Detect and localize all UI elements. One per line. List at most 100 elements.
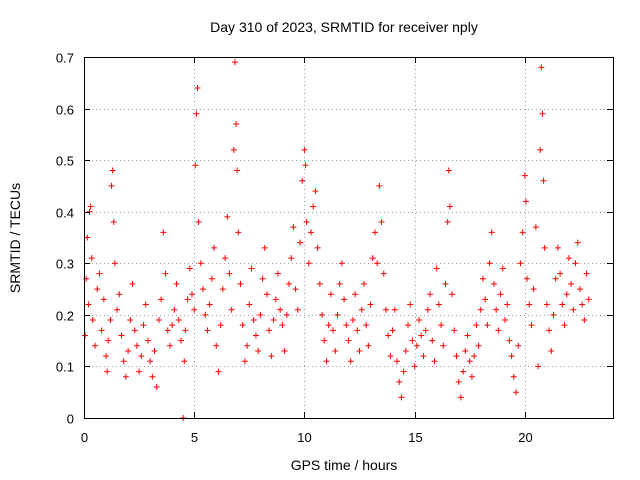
data-point bbox=[250, 317, 257, 324]
data-point bbox=[206, 301, 213, 308]
data-point bbox=[548, 347, 555, 354]
data-point bbox=[565, 255, 572, 262]
data-point bbox=[363, 322, 370, 329]
data-point bbox=[433, 265, 440, 272]
y-tick-label: 0.7 bbox=[56, 51, 74, 66]
data-point bbox=[292, 286, 299, 293]
x-tick-label: 20 bbox=[518, 430, 532, 445]
data-point bbox=[162, 270, 169, 277]
data-point bbox=[177, 337, 184, 344]
data-point bbox=[323, 358, 330, 365]
data-point bbox=[138, 353, 145, 360]
data-point bbox=[445, 167, 452, 174]
data-point bbox=[283, 311, 290, 318]
data-point bbox=[294, 306, 301, 313]
data-point bbox=[540, 177, 547, 184]
data-point bbox=[349, 317, 356, 324]
data-point bbox=[506, 337, 513, 344]
data-point bbox=[288, 255, 295, 262]
data-point bbox=[391, 306, 398, 313]
y-tick-label: 0.1 bbox=[56, 360, 74, 375]
plot-frame bbox=[84, 57, 614, 419]
data-point bbox=[528, 322, 535, 329]
data-point bbox=[136, 368, 143, 375]
data-point bbox=[263, 291, 270, 298]
data-point bbox=[244, 342, 251, 349]
data-point bbox=[237, 280, 244, 287]
data-point bbox=[103, 353, 110, 360]
data-point bbox=[554, 244, 561, 251]
data-point bbox=[354, 327, 361, 334]
data-point bbox=[455, 378, 462, 385]
data-point bbox=[217, 322, 224, 329]
data-point bbox=[211, 244, 218, 251]
data-point bbox=[336, 280, 343, 287]
data-point bbox=[149, 373, 156, 380]
data-point bbox=[440, 342, 447, 349]
data-point bbox=[321, 337, 328, 344]
data-point bbox=[398, 394, 405, 401]
data-point bbox=[574, 239, 581, 246]
data-point bbox=[396, 378, 403, 385]
data-point bbox=[378, 219, 385, 226]
data-point bbox=[427, 291, 434, 298]
data-point bbox=[194, 84, 201, 91]
data-point bbox=[325, 322, 332, 329]
data-point bbox=[213, 342, 220, 349]
data-point bbox=[107, 317, 114, 324]
data-point bbox=[499, 265, 506, 272]
data-point bbox=[226, 270, 233, 277]
data-point bbox=[98, 327, 105, 334]
data-point bbox=[279, 322, 286, 329]
data-point bbox=[464, 332, 471, 339]
data-point bbox=[510, 373, 517, 380]
data-point bbox=[89, 317, 96, 324]
data-point bbox=[92, 342, 99, 349]
data-point bbox=[343, 322, 350, 329]
data-point bbox=[486, 260, 493, 267]
data-point bbox=[111, 260, 118, 267]
data-point bbox=[532, 224, 539, 231]
data-point bbox=[202, 311, 209, 318]
data-point bbox=[488, 229, 495, 236]
data-point bbox=[411, 363, 418, 370]
data-point bbox=[327, 291, 334, 298]
data-point bbox=[272, 296, 279, 303]
data-point bbox=[208, 275, 215, 282]
data-point bbox=[197, 260, 204, 267]
y-tick-label: 0.4 bbox=[56, 206, 74, 221]
data-point bbox=[475, 342, 482, 349]
data-point bbox=[114, 306, 121, 313]
data-point bbox=[380, 270, 387, 277]
data-point bbox=[466, 358, 473, 365]
data-point bbox=[422, 327, 429, 334]
data-point bbox=[224, 213, 231, 220]
data-point bbox=[303, 219, 310, 226]
data-point bbox=[314, 244, 321, 251]
data-point bbox=[186, 265, 193, 272]
data-point bbox=[539, 110, 546, 117]
data-point bbox=[219, 286, 226, 293]
data-point bbox=[319, 311, 326, 318]
data-point bbox=[228, 306, 235, 313]
data-point bbox=[365, 342, 372, 349]
data-point bbox=[104, 368, 111, 375]
data-point bbox=[82, 332, 89, 339]
data-point bbox=[118, 332, 125, 339]
data-point bbox=[371, 229, 378, 236]
data-point bbox=[521, 172, 528, 179]
data-point bbox=[341, 296, 348, 303]
data-point bbox=[453, 353, 460, 360]
data-point bbox=[563, 291, 570, 298]
data-point bbox=[570, 306, 577, 313]
data-point bbox=[345, 337, 352, 344]
data-point bbox=[519, 229, 526, 236]
data-point bbox=[231, 59, 238, 66]
data-point bbox=[538, 64, 545, 71]
data-point bbox=[585, 296, 592, 303]
data-point bbox=[175, 317, 182, 324]
data-point bbox=[166, 342, 173, 349]
data-point bbox=[424, 306, 431, 313]
data-point bbox=[442, 280, 449, 287]
